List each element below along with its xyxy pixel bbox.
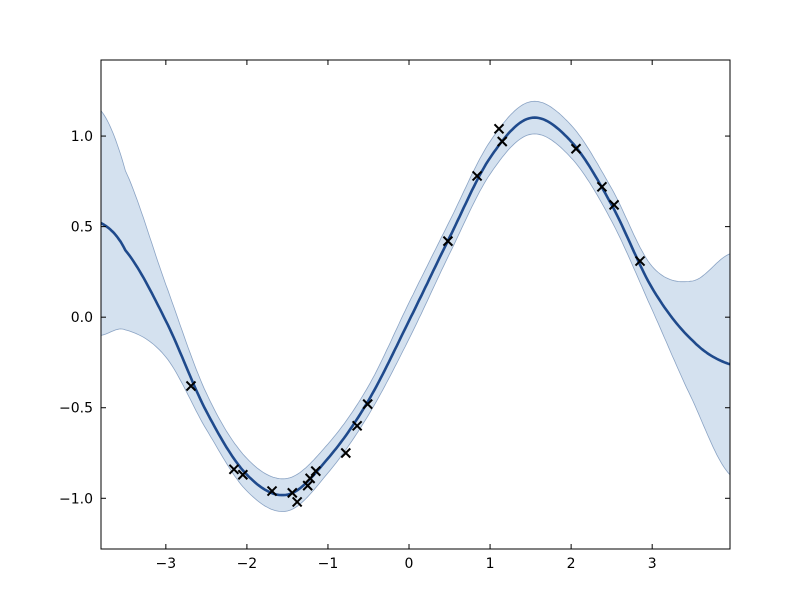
band-upper-edge <box>101 100 730 480</box>
observation-marker <box>471 170 483 182</box>
observation-marker <box>442 235 454 247</box>
x-tick-label: 1 <box>486 556 495 572</box>
observation-marker <box>634 255 646 267</box>
y-tick-label: −1.0 <box>59 491 93 507</box>
observation-marker <box>185 380 197 392</box>
observation-marker <box>340 447 351 459</box>
y-tick-label: 0.5 <box>71 220 93 236</box>
observation-marker <box>351 420 363 432</box>
observation-marker <box>362 398 373 410</box>
x-tick-labels: −3 −2 −1 0 1 2 3 <box>156 556 657 572</box>
observation-marker <box>608 199 620 211</box>
y-tick-labels: −1.0 −0.5 0.0 0.5 1.0 <box>59 129 93 507</box>
x-tick-label: −1 <box>318 556 339 572</box>
observation-marker <box>287 487 298 499</box>
observation-marker <box>237 469 249 480</box>
observation-marker <box>310 465 322 477</box>
mean-line <box>101 116 730 497</box>
observation-marker <box>302 480 313 491</box>
observation-marker <box>304 473 316 484</box>
y-tick-label: −0.5 <box>59 401 93 417</box>
observation-marker <box>497 136 508 147</box>
y-tick-label: 1.0 <box>71 129 93 145</box>
x-tick-label: 2 <box>567 556 576 572</box>
x-tick-label: −3 <box>156 556 177 572</box>
observation-marker <box>596 181 608 192</box>
x-tick-label: 0 <box>405 556 414 572</box>
band-lower-edge <box>101 133 730 512</box>
x-tick-label: −2 <box>237 556 258 572</box>
y-tick-label: 0.0 <box>71 310 93 326</box>
plot-area <box>101 100 730 512</box>
observation-marker <box>570 143 582 154</box>
observation-marker <box>266 485 278 497</box>
observation-marker <box>228 464 240 475</box>
observation-marker <box>493 123 505 135</box>
x-tick-label: 3 <box>648 556 657 572</box>
plot-frame <box>100 59 731 550</box>
observation-marker <box>291 496 303 508</box>
